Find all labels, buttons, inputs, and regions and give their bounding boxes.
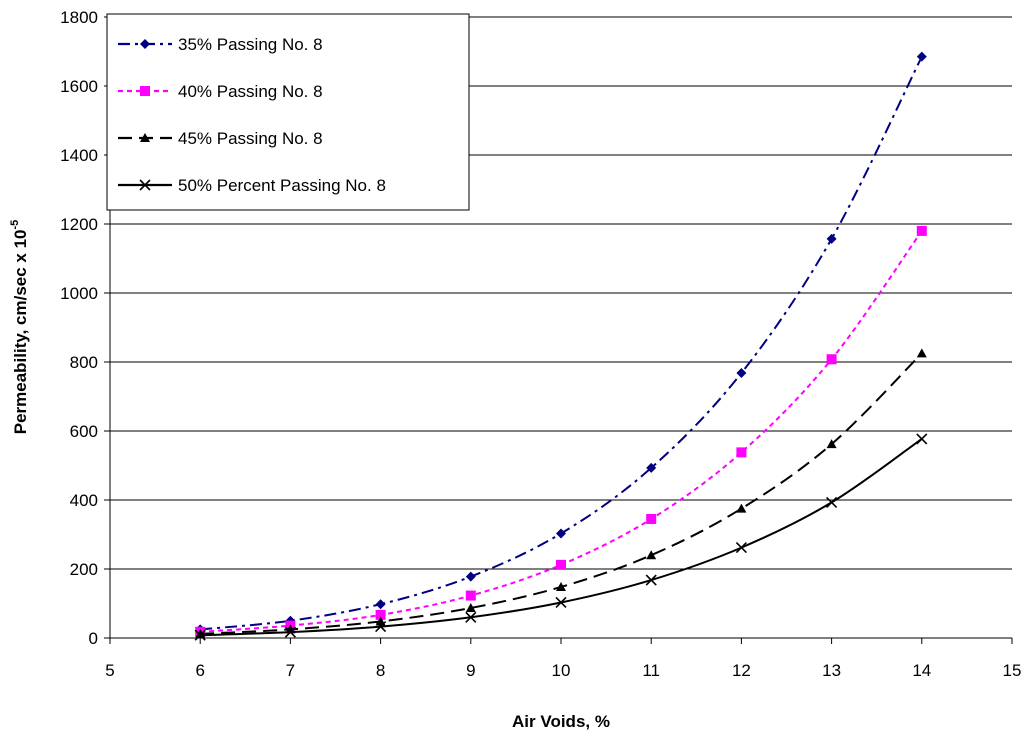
x-tick-label: 14 [912,661,931,680]
series-line-2 [200,230,923,633]
x-tick-label: 8 [376,661,385,680]
data-point-series-1-x11 [646,462,657,473]
data-point-series-4-x10 [555,596,567,609]
legend: 35% Passing No. 8 40% Passing No. 8 45% Pa… [106,13,470,211]
y-axis-title: Permeability, cm/sec x 10-5 [9,220,30,435]
y-tick-label: 1600 [60,77,98,96]
data-point-series-1-x12 [736,368,747,379]
legend-label-4: 50% Percent Passing No. 8 [178,176,386,195]
y-axis-ticks: 0 200 400 600 800 1000 1200 1400 1600 1800 [60,8,110,648]
y-tick-label: 1000 [60,284,98,303]
x-tick-label: 9 [466,661,475,680]
x-tick-label: 13 [822,661,841,680]
x-tick-label: 12 [732,661,751,680]
legend-label-2: 40% Passing No. 8 [178,82,323,101]
data-point-series-4-x7 [284,626,296,638]
data-point-series-4-x14 [916,433,928,445]
data-point-series-4-x9 [465,611,477,623]
y-tick-label: 0 [89,629,98,648]
data-point-series-2-x13 [826,354,837,365]
y-tick-label: 1200 [60,215,98,234]
data-point-series-1-x13 [826,233,837,244]
data-point-series-2-x11 [646,513,657,524]
y-tick-label: 200 [70,560,98,579]
x-axis-title: Air Voids, % [512,712,610,731]
legend-box [106,13,470,211]
data-point-series-3-x13 [826,439,837,449]
data-point-series-2-x10 [556,559,566,570]
data-point-series-4-x11 [645,574,657,586]
x-tick-label: 7 [286,661,295,680]
data-point-series-3-x10 [556,581,566,591]
data-point-series-3-x12 [736,503,747,513]
data-point-series-1-x10 [556,528,566,539]
y-tick-label: 1800 [60,8,98,27]
y-axis-title-text: Permeability, cm/sec x 10 [11,230,30,435]
legend-marker-1 [140,39,150,49]
data-point-series-2-x8 [375,609,386,620]
legend-label-3: 45% Passing No. 8 [178,129,323,148]
series-line-3 [200,352,923,635]
y-tick-label: 800 [70,353,98,372]
x-tick-label: 5 [105,661,114,680]
y-axis-title-exponent: -5 [9,220,21,230]
legend-marker-3 [140,133,150,142]
legend-marker-2 [140,86,150,96]
x-tick-label: 6 [195,661,204,680]
legend-label-1: 35% Passing No. 8 [178,35,323,54]
x-tick-label: 15 [1003,661,1022,680]
data-point-series-4-x8 [375,621,387,633]
data-point-series-4-x6 [194,629,206,641]
series-4 [194,433,928,641]
x-tick-label: 10 [552,661,571,680]
data-point-series-2-x12 [736,447,747,458]
y-tick-label: 400 [70,491,98,510]
y-tick-label: 1400 [60,146,98,165]
data-point-series-1-x8 [375,599,386,610]
data-point-series-1-x9 [465,571,476,582]
x-axis-ticks: 5 6 7 8 9 10 11 12 13 14 15 [105,638,1021,680]
data-point-series-1-x14 [916,51,927,62]
data-point-series-2-x14 [916,225,927,236]
legend-marker-4 [139,179,151,191]
data-point-series-4-x12 [735,542,747,554]
x-tick-label: 11 [642,661,660,680]
data-point-series-3-x9 [465,602,476,612]
data-point-series-3-x14 [916,348,927,358]
data-point-series-4-x13 [826,496,838,508]
series-layer [194,51,928,641]
y-tick-label: 600 [70,422,98,441]
series-3 [195,348,927,638]
data-point-series-2-x9 [465,590,476,601]
data-point-series-3-x11 [646,550,657,560]
